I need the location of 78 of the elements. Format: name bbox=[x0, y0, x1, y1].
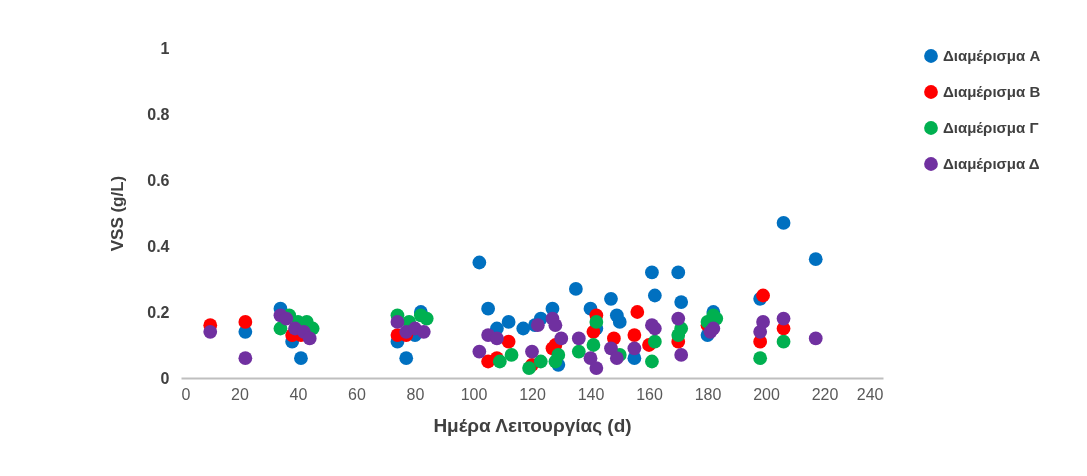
point bbox=[645, 354, 659, 369]
y-tick-label: 0.2 bbox=[147, 303, 170, 321]
x-tick-label: 40 bbox=[289, 385, 308, 403]
point bbox=[583, 351, 598, 366]
point bbox=[548, 318, 563, 333]
point bbox=[416, 324, 431, 339]
point bbox=[472, 255, 487, 270]
point bbox=[609, 351, 624, 366]
y-tick-label: 1 bbox=[160, 39, 170, 57]
point bbox=[808, 331, 823, 346]
point bbox=[481, 301, 496, 316]
point bbox=[604, 341, 618, 356]
point bbox=[808, 252, 823, 267]
point bbox=[522, 361, 536, 375]
point bbox=[490, 331, 504, 346]
point bbox=[586, 338, 601, 352]
point bbox=[302, 331, 317, 346]
point bbox=[238, 315, 253, 329]
point bbox=[671, 265, 686, 280]
point bbox=[472, 344, 487, 359]
point bbox=[671, 311, 686, 326]
legend-label: Διαμέρισμα Γ bbox=[943, 119, 1039, 136]
y-axis-title: VSS (g/L) bbox=[108, 175, 128, 252]
point bbox=[504, 348, 519, 362]
point bbox=[776, 334, 791, 349]
point bbox=[645, 265, 659, 280]
point bbox=[568, 282, 583, 296]
point bbox=[571, 331, 586, 346]
point bbox=[419, 311, 434, 326]
x-axis-title: Ημέρα Λειτουργίας (d) bbox=[433, 414, 632, 436]
x-tick-label: 180 bbox=[694, 385, 722, 403]
point bbox=[525, 344, 539, 359]
point bbox=[776, 311, 791, 326]
point bbox=[589, 361, 604, 375]
x-tick-label: 0 bbox=[181, 385, 191, 403]
point bbox=[551, 348, 566, 362]
point bbox=[612, 315, 627, 329]
point bbox=[501, 315, 516, 329]
point bbox=[399, 351, 414, 366]
point bbox=[756, 315, 770, 329]
point bbox=[501, 334, 516, 349]
point bbox=[589, 315, 604, 329]
x-tick-label: 140 bbox=[577, 385, 605, 403]
x-tick-label: 120 bbox=[519, 385, 546, 403]
x-tick-label: 80 bbox=[406, 385, 425, 403]
point bbox=[516, 321, 531, 336]
y-tick-label: 0.4 bbox=[147, 237, 170, 255]
point bbox=[627, 328, 642, 342]
point bbox=[533, 354, 548, 369]
x-tick-label: 100 bbox=[460, 385, 488, 403]
x-tick-label: 220 bbox=[811, 385, 839, 403]
x-tick-label: 60 bbox=[348, 385, 366, 403]
point bbox=[776, 216, 791, 230]
point bbox=[273, 321, 288, 336]
point bbox=[554, 331, 569, 346]
x-tick-label: 240 bbox=[856, 385, 884, 403]
point bbox=[647, 288, 662, 303]
point bbox=[753, 351, 768, 366]
x-tick-label: 160 bbox=[636, 385, 663, 403]
x-tick-label: 20 bbox=[231, 385, 249, 403]
x-tick-label: 200 bbox=[753, 385, 780, 403]
legend-label: Διαμέρισμα Δ bbox=[943, 155, 1040, 172]
point bbox=[604, 291, 618, 306]
point bbox=[674, 348, 689, 362]
y-tick-label: 0 bbox=[160, 369, 170, 387]
y-tick-label: 0.8 bbox=[147, 105, 170, 123]
point bbox=[674, 295, 689, 309]
point bbox=[630, 305, 645, 319]
point bbox=[390, 315, 405, 329]
point bbox=[203, 324, 218, 339]
point bbox=[294, 351, 308, 366]
legend-label: Διαμέρισμα A bbox=[943, 47, 1041, 64]
point bbox=[238, 351, 253, 366]
legend-label: Διαμέρισμα B bbox=[943, 83, 1041, 100]
point bbox=[571, 344, 586, 359]
y-tick-label: 0.6 bbox=[147, 171, 170, 189]
point bbox=[647, 334, 662, 349]
point bbox=[627, 341, 642, 356]
